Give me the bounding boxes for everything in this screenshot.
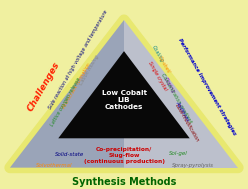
Text: Performance Improvement strategies: Performance Improvement strategies xyxy=(177,37,237,136)
Text: Single crystal: Single crystal xyxy=(147,60,168,91)
Text: Microcrack formation: Microcrack formation xyxy=(62,62,92,109)
Text: Challenges: Challenges xyxy=(26,60,61,113)
Text: Coating: Coating xyxy=(151,44,164,63)
Text: Synthesis Methods: Synthesis Methods xyxy=(72,177,176,187)
Text: Spray-pyrolysis: Spray-pyrolysis xyxy=(172,163,215,168)
Polygon shape xyxy=(10,20,238,168)
Text: Co-shell: Co-shell xyxy=(157,55,171,74)
Text: Sol-gel: Sol-gel xyxy=(169,151,188,156)
Text: Low Cobalt
LIB
Cathodes: Low Cobalt LIB Cathodes xyxy=(101,90,147,110)
Text: Solid-state: Solid-state xyxy=(55,152,84,157)
Text: Dual-modification: Dual-modification xyxy=(174,103,200,143)
Polygon shape xyxy=(10,20,124,168)
Polygon shape xyxy=(124,20,238,168)
Text: Side reaction at high voltage and temperature: Side reaction at high voltage and temper… xyxy=(48,9,109,110)
Text: Doping: Doping xyxy=(163,77,176,95)
Text: Co-precipitation/
Slug-flow
(continuous production): Co-precipitation/ Slug-flow (continuous … xyxy=(84,147,164,164)
Text: Concentration gradient: Concentration gradient xyxy=(160,73,192,124)
Text: Lattice oxygen release: Lattice oxygen release xyxy=(50,77,82,127)
Polygon shape xyxy=(58,51,190,138)
Text: Cation mixing: Cation mixing xyxy=(79,54,100,86)
Text: Solvothermal: Solvothermal xyxy=(36,163,73,168)
Text: Additives: Additives xyxy=(174,100,190,122)
